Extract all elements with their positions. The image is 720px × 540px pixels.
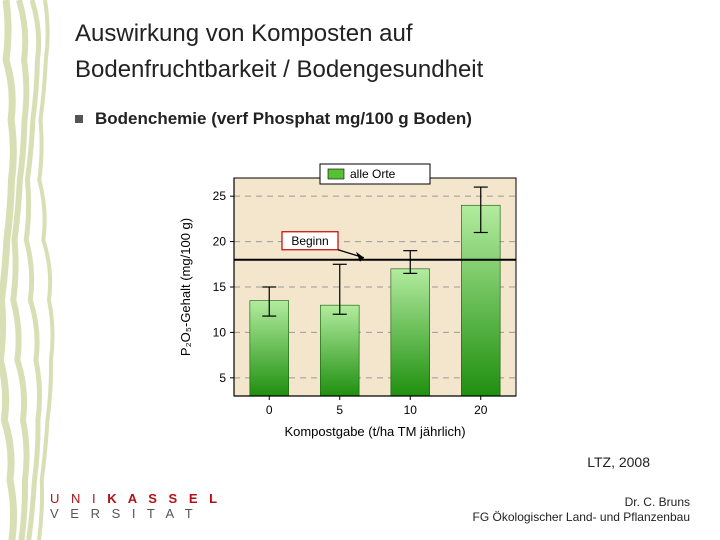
source-citation: LTZ, 2008	[587, 454, 650, 470]
svg-text:Beginn: Beginn	[291, 234, 328, 248]
svg-text:0: 0	[266, 403, 273, 417]
phosphate-chart: 5 10 15 20 25 P₂O₅-Gehalt (mg/100 g) 0 5 10 20 Beg…	[170, 148, 550, 448]
svg-text:5: 5	[219, 371, 226, 385]
svg-text:P₂O₅-Gehalt (mg/100 g): P₂O₅-Gehalt (mg/100 g)	[178, 218, 193, 356]
footer-dept: FG Ökologischer Land- und Pflanzenbau	[473, 510, 690, 526]
svg-text:10: 10	[404, 403, 418, 417]
subtitle-row: Bodenchemie (verf Phosphat mg/100 g Bode…	[75, 109, 700, 129]
leaf-decoration	[0, 0, 60, 540]
svg-text:25: 25	[213, 189, 227, 203]
svg-text:20: 20	[474, 403, 488, 417]
svg-text:alle Orte: alle Orte	[350, 167, 396, 181]
university-logo: U N I K A S S E L V E R S I T A T	[50, 491, 221, 522]
content-area: Auswirkung von Komposten auf Bodenfrucht…	[75, 18, 700, 129]
svg-text:20: 20	[213, 235, 227, 249]
logo-kassel: K A S S E L	[107, 491, 221, 506]
svg-text:Kompostgabe (t/ha TM jährlich): Kompostgabe (t/ha TM jährlich)	[284, 424, 465, 439]
bullet-icon	[75, 115, 83, 123]
title-line-1: Auswirkung von Komposten auf	[75, 18, 700, 50]
logo-versitat: V E R S I T A T	[50, 506, 221, 522]
title-line-2: Bodenfruchtbarkeit / Bodengesundheit	[75, 54, 700, 86]
footer-author: Dr. C. Bruns	[473, 495, 690, 511]
footer: Dr. C. Bruns FG Ökologischer Land- und P…	[473, 495, 690, 526]
svg-text:5: 5	[336, 403, 343, 417]
svg-text:15: 15	[213, 280, 227, 294]
subtitle: Bodenchemie (verf Phosphat mg/100 g Bode…	[95, 109, 472, 129]
logo-uni: U N I	[50, 491, 107, 506]
svg-text:10: 10	[213, 325, 227, 339]
